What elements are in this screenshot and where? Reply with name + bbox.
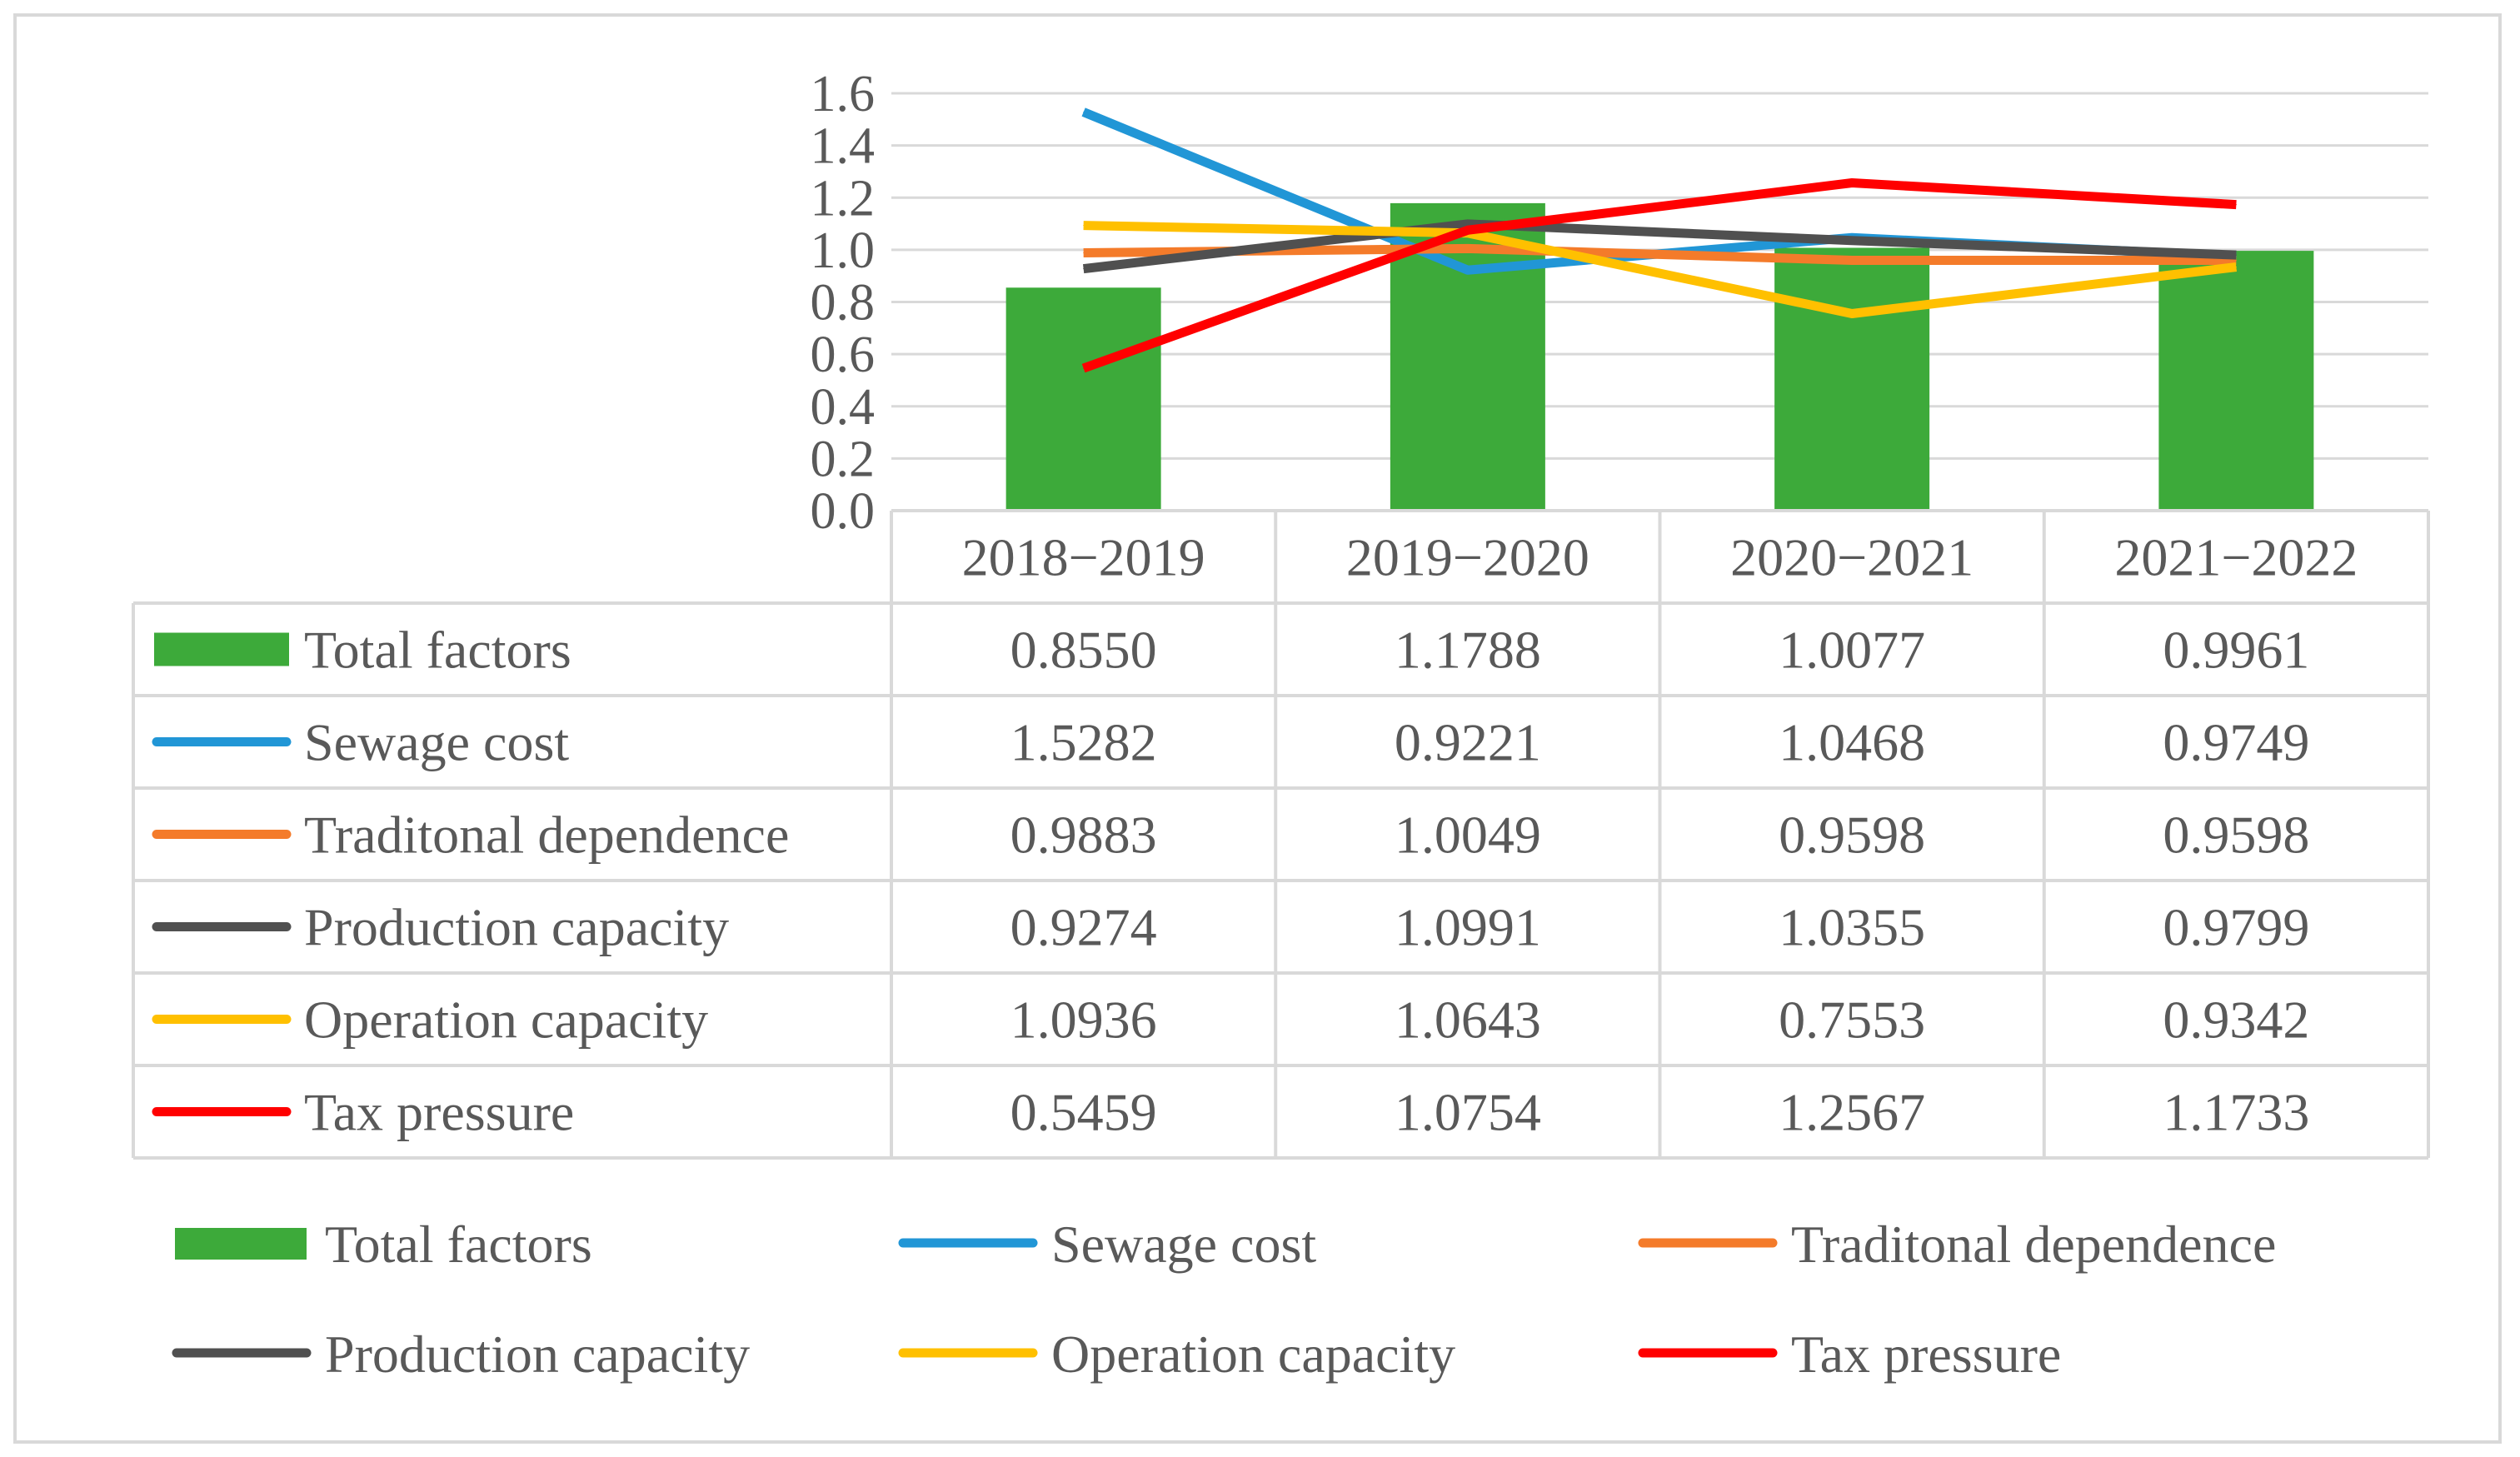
chart-svg: 0.00.20.40.60.81.01.21.41.6 2018−2019 201… <box>132 66 2430 1384</box>
legend-label: Operation capacity <box>1051 1325 1455 1384</box>
point-tax-pressure <box>2235 204 2237 206</box>
data-label: 1.0991 <box>1395 898 1541 957</box>
y-tick-label: 0.6 <box>811 327 876 383</box>
bar-total-factors <box>1774 247 1930 511</box>
y-tick-label: 1.0 <box>811 222 876 279</box>
y-tick-label: 0.2 <box>811 431 876 487</box>
series-line-production-capacity <box>1082 219 2237 274</box>
legend-label: Total factors <box>325 1215 592 1274</box>
y-tick-label: 0.0 <box>811 483 876 540</box>
point-production-capacity <box>1467 223 1469 225</box>
point-sewage-cost <box>1467 269 1469 271</box>
data-label: 1.0936 <box>1010 990 1157 1050</box>
series-line-tax-pressure <box>1081 177 2237 373</box>
data-label: 1.0355 <box>1779 898 1925 957</box>
point-traditonal-dependence <box>2235 259 2237 261</box>
table-legend-key-total-factors <box>154 632 289 666</box>
x-tick-label: 2019−2020 <box>1346 528 1589 587</box>
data-label: 0.9883 <box>1010 806 1157 865</box>
point-production-capacity <box>1851 240 1853 242</box>
data-label: 1.2567 <box>1779 1083 1925 1142</box>
bar-total-factors <box>2158 251 2314 511</box>
data-label: 0.9598 <box>1779 806 1925 865</box>
point-traditonal-dependence <box>1467 247 1469 249</box>
point-production-capacity <box>2235 254 2237 256</box>
table-row-label: Production capacity <box>304 898 729 957</box>
data-table: 2018−2019 2019−2020 2020−2021 2021−2022 Tota… <box>132 509 2430 1160</box>
table-row-label: Traditonal dependence <box>304 806 789 865</box>
x-tick-label: 2020−2021 <box>1730 528 1974 587</box>
series-lines <box>1081 107 2238 373</box>
data-label: 1.5282 <box>1010 713 1157 772</box>
data-label: 0.5459 <box>1010 1083 1157 1142</box>
legend-label: Production capacity <box>325 1325 750 1384</box>
data-label: 0.7553 <box>1779 990 1925 1050</box>
y-tick-label: 1.6 <box>811 66 876 122</box>
legend-label: Traditonal dependence <box>1791 1215 2276 1274</box>
legend-key-total-factors <box>175 1228 307 1260</box>
x-tick-label: 2021−2022 <box>2114 528 2358 587</box>
data-label: 1.0077 <box>1779 621 1925 680</box>
chart-frame: 0.0 0.2 0.4 0.6 0.8 1.0 1.2 1.4 1.6 2018−2019 201… <box>13 13 2502 1444</box>
y-tick-label: 1.2 <box>811 170 876 227</box>
point-production-capacity <box>1083 268 1085 270</box>
data-label: 1.1788 <box>1395 621 1541 680</box>
data-label: 0.9799 <box>2163 898 2309 957</box>
table-row-label: Sewage cost <box>304 713 569 772</box>
data-label: 0.9342 <box>2163 990 2309 1050</box>
point-tax-pressure <box>1851 182 1853 183</box>
data-label: 0.9749 <box>2163 713 2309 772</box>
y-axis-tick-labels: 0.00.20.40.60.81.01.21.41.6 <box>811 66 876 540</box>
data-label: 1.0049 <box>1395 806 1541 865</box>
table-row-label: Operation capacity <box>304 990 708 1050</box>
series-line-operation-capacity <box>1083 221 2238 318</box>
point-tax-pressure <box>1467 229 1469 231</box>
data-label: 0.9598 <box>2163 806 2309 865</box>
data-label: 0.9274 <box>1010 898 1157 957</box>
y-tick-label: 1.4 <box>811 118 876 175</box>
point-traditonal-dependence <box>1083 252 1085 254</box>
point-operation-capacity <box>1851 312 1853 314</box>
point-traditonal-dependence <box>1851 259 1853 261</box>
bar-total-factors <box>1006 287 1161 511</box>
table-row-label: Tax pressure <box>304 1083 574 1142</box>
table-row-label: Total factors <box>304 621 571 680</box>
legend: Total factors Sewage cost Traditonal depen… <box>172 1215 2276 1384</box>
legend-label: Tax pressure <box>1791 1325 2061 1384</box>
data-label: 1.0643 <box>1395 990 1541 1050</box>
data-label: 0.9221 <box>1395 713 1541 772</box>
point-operation-capacity <box>1083 225 1085 227</box>
bars <box>1006 202 2314 511</box>
y-tick-label: 0.4 <box>811 379 876 436</box>
data-label: 0.9961 <box>2163 621 2309 680</box>
data-label: 0.8550 <box>1010 621 1157 680</box>
data-label: 1.0468 <box>1779 713 1925 772</box>
legend-label: Sewage cost <box>1051 1215 1316 1274</box>
data-label: 1.0754 <box>1395 1083 1541 1142</box>
point-tax-pressure <box>1083 367 1085 369</box>
y-tick-label: 0.8 <box>811 275 876 332</box>
data-label: 1.1733 <box>2163 1083 2309 1142</box>
x-tick-label: 2018−2019 <box>962 528 1205 587</box>
